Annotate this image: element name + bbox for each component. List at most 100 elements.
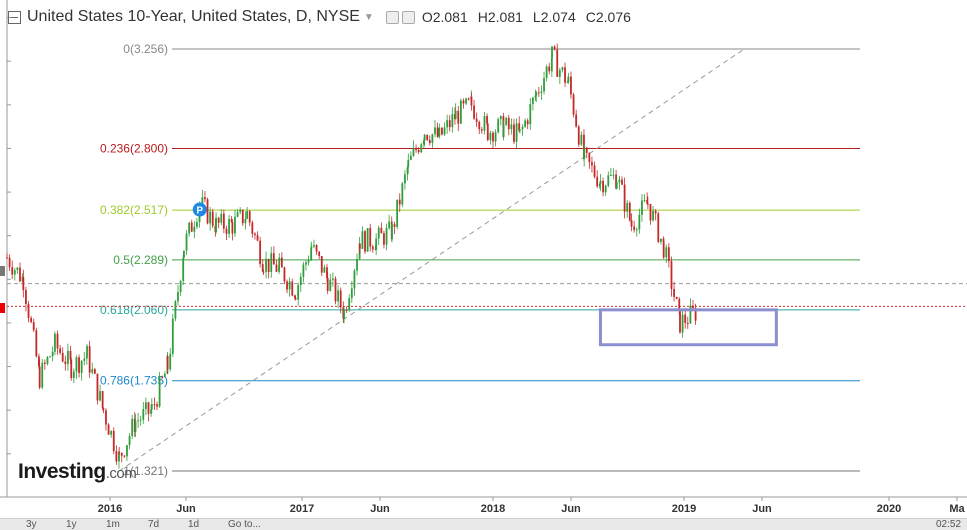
candle-body — [540, 91, 543, 93]
candle-body — [61, 352, 64, 362]
candle-body — [177, 292, 179, 302]
fib-label: 0.382(2.517) — [100, 203, 168, 217]
candle-body — [310, 246, 313, 249]
candle-body — [612, 174, 615, 176]
candle-body — [215, 217, 217, 232]
range-1y-button[interactable]: 1y — [66, 519, 77, 530]
candle-body — [483, 116, 486, 131]
investing-logo: Investing.com — [18, 460, 137, 483]
candle-body — [451, 114, 454, 128]
candle-body — [428, 139, 431, 144]
candle-body — [161, 376, 164, 378]
candle-body — [318, 251, 321, 257]
close-value: C2.076 — [585, 9, 631, 25]
candle-body — [297, 285, 300, 300]
candle-body — [13, 270, 16, 275]
candle-body — [46, 357, 49, 364]
candle-body — [407, 159, 410, 168]
reference-lines — [7, 48, 967, 472]
candle-body — [434, 127, 436, 135]
candle-body — [169, 353, 172, 370]
candle-body — [206, 199, 209, 224]
fib-label: 0.5(2.289) — [113, 253, 168, 267]
candle-body — [457, 110, 460, 124]
x-tick-label: 2017 — [290, 503, 314, 515]
candle-body — [32, 322, 35, 331]
candle-body — [388, 221, 391, 229]
candle-body — [331, 278, 334, 280]
candle-body — [628, 202, 631, 221]
candle-body — [649, 203, 652, 221]
candle-body — [684, 314, 687, 323]
candle-body — [602, 180, 604, 193]
candle-body — [310, 248, 313, 261]
candle-body — [288, 281, 291, 290]
candle-body — [431, 134, 434, 144]
fib-label: 0.618(2.060) — [100, 303, 168, 317]
range-3y-button[interactable]: 3y — [26, 519, 37, 530]
candle-body — [609, 174, 612, 176]
settings-icon[interactable] — [385, 10, 399, 24]
candle-body — [22, 276, 25, 291]
price-marker-left — [0, 266, 5, 276]
collapse-icon[interactable] — [8, 10, 21, 24]
range-1m-button[interactable]: 1m — [106, 519, 120, 530]
gear-icon[interactable] — [401, 10, 415, 24]
chart-header: United States 10-Year, United States, D,… — [8, 6, 631, 28]
candle-body — [465, 98, 467, 104]
candle-body — [307, 260, 310, 263]
candle-body — [272, 253, 275, 265]
candle-body — [222, 213, 225, 229]
range-1d-button[interactable]: 1d — [188, 519, 200, 530]
candle-body — [377, 227, 380, 239]
marker-circle — [192, 202, 207, 217]
candle-body — [105, 410, 107, 425]
candle-body — [339, 290, 342, 308]
candle-body — [526, 120, 529, 125]
marker-label: P — [196, 206, 203, 217]
candle-body — [38, 356, 40, 367]
candle-body — [261, 264, 264, 272]
chevron-down-icon[interactable]: ▼ — [363, 11, 374, 23]
candle-body — [615, 182, 618, 189]
candle-body — [679, 309, 681, 333]
candle-body — [521, 126, 524, 130]
candle-body — [667, 247, 670, 262]
candle-body — [153, 404, 156, 406]
candle-body — [345, 309, 348, 311]
candle-body — [638, 214, 641, 230]
candle-body — [502, 124, 505, 138]
candle-body — [561, 67, 564, 71]
candle-body — [230, 218, 233, 223]
x-axis-ticks: 2016 Jun 2017 Jun 2018 Jun 2019 Jun 2020 Ma — [98, 497, 966, 515]
range-7d-button[interactable]: 7d — [148, 519, 160, 530]
candle-body — [234, 216, 236, 234]
candle-body — [241, 209, 244, 224]
candle-body — [236, 212, 239, 217]
candle-body — [8, 257, 11, 268]
price-marker-current — [0, 303, 5, 313]
candle-body — [275, 264, 278, 272]
candle-body — [185, 233, 188, 251]
candle-body — [618, 179, 621, 183]
goto-button[interactable]: Go to... — [228, 519, 261, 530]
candle-body — [692, 305, 694, 309]
candle-body — [558, 70, 561, 77]
fib-label: 1(1.321) — [123, 464, 168, 478]
candle-body — [41, 362, 44, 388]
candle-body — [112, 430, 115, 452]
candle-body — [358, 243, 361, 249]
candle-body — [694, 308, 697, 321]
candle-body — [543, 77, 545, 92]
candle-body — [643, 200, 646, 202]
candle-body — [118, 451, 120, 462]
candle-body — [278, 257, 281, 266]
candle-body — [302, 264, 305, 277]
candle-body — [217, 217, 220, 223]
candle-body — [64, 361, 67, 365]
candle-body — [80, 360, 83, 373]
candle-body — [320, 256, 323, 273]
candle-body — [486, 116, 488, 124]
candle-body — [599, 180, 602, 184]
